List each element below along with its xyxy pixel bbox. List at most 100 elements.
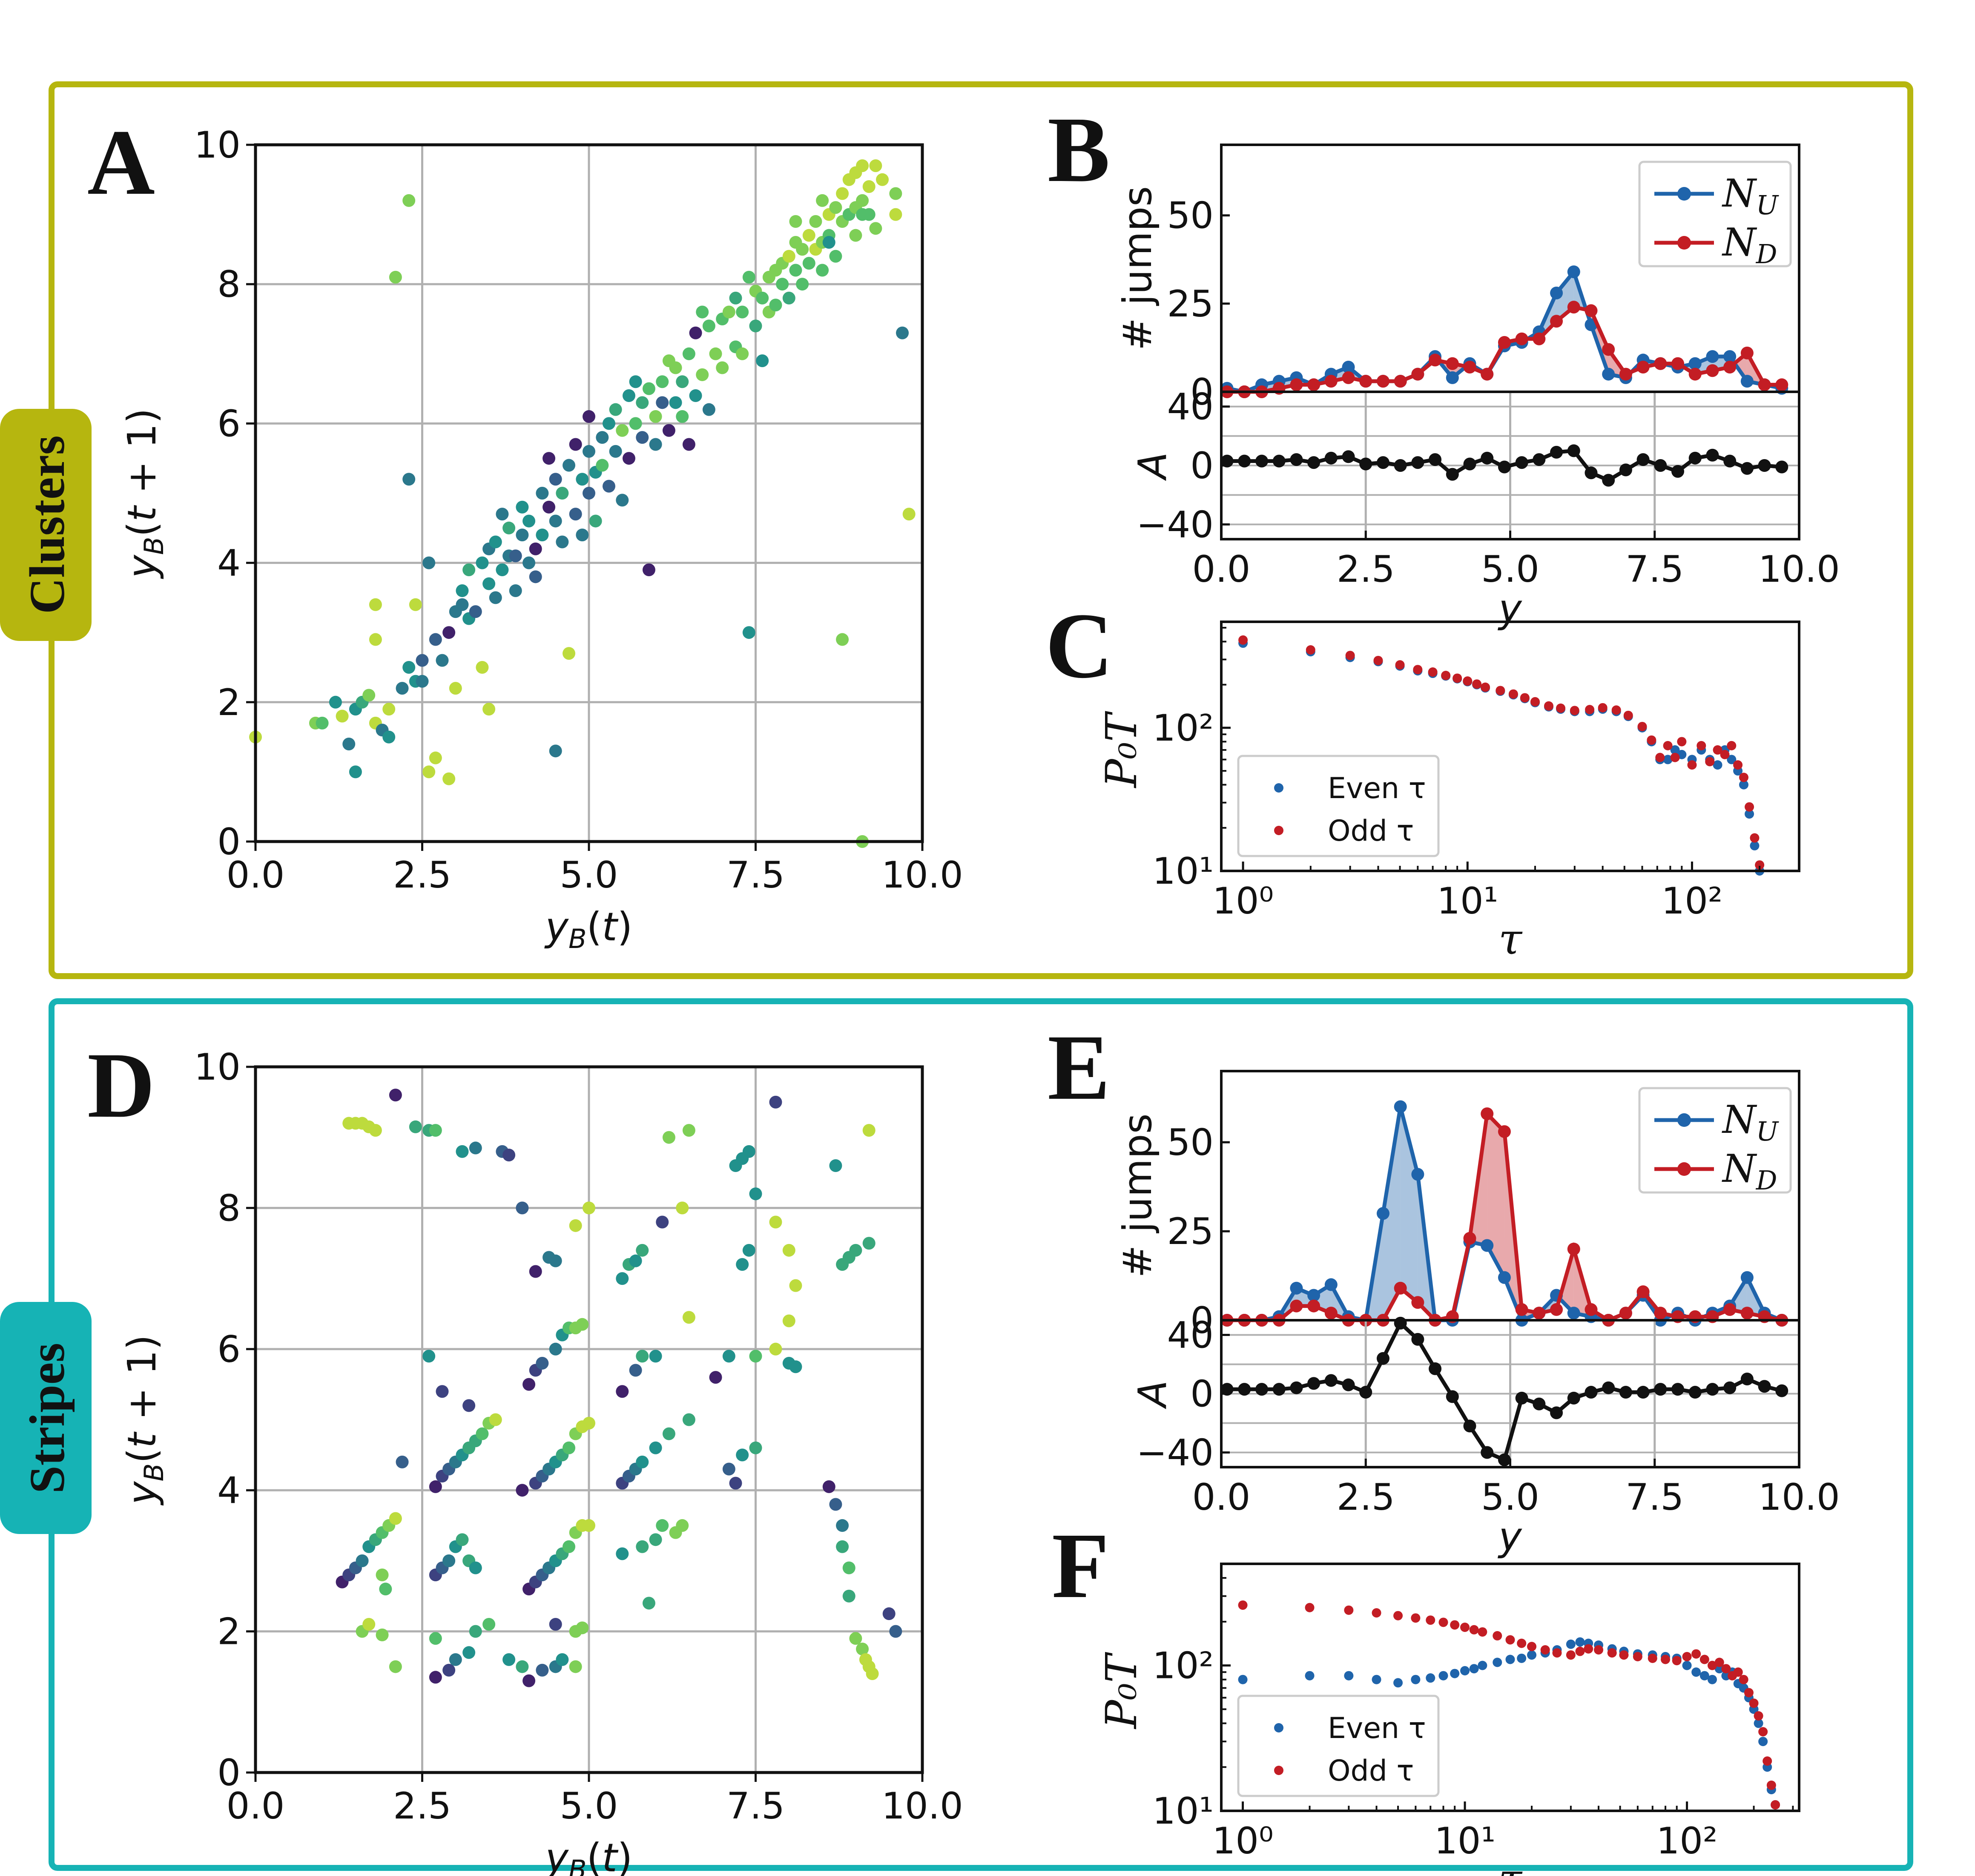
scatter-point [736, 305, 749, 319]
scatter-point [556, 487, 569, 500]
scatter-point [616, 1272, 629, 1285]
y-tick-label: 0 [1190, 1299, 1214, 1342]
x-tick-label: 10.0 [1758, 548, 1840, 591]
series-point [1238, 1600, 1248, 1610]
asymmetry-panel-e_a: 40 0 −400.0 2.5 5.0 7.5 10.0 Ay [1130, 1314, 1840, 1560]
legend-label-base: N [1722, 1146, 1757, 1191]
scatter-point [769, 299, 782, 312]
series-point [1324, 1278, 1338, 1291]
series-point [1493, 1658, 1502, 1667]
series-point [1428, 667, 1438, 677]
scatter-point [842, 1561, 855, 1574]
series-point [1342, 361, 1355, 373]
series-point [1520, 693, 1530, 703]
asymmetry-point [1567, 444, 1580, 457]
scatter-point [583, 487, 595, 500]
series-point [1498, 336, 1511, 349]
scatter-point [822, 236, 835, 249]
y-tick-label: −40 [1137, 1432, 1214, 1474]
stripes-side-label: Stripes [0, 1302, 92, 1534]
scatter-point [402, 473, 416, 486]
y-tick-label: 2 [217, 681, 241, 724]
series-point [1544, 701, 1553, 711]
series-point [1655, 753, 1665, 762]
series-point [1533, 332, 1546, 345]
scatter-point [563, 1441, 576, 1454]
asymmetry-point [1515, 1391, 1528, 1405]
asymmetry-point [1481, 451, 1494, 465]
y-tick-label: 40 [1167, 1314, 1214, 1357]
x-tick-label: 7.5 [1625, 548, 1684, 591]
scatter-point [449, 1653, 462, 1666]
y-tick-label: 0 [1190, 445, 1214, 487]
scatter-point [742, 1145, 755, 1158]
series-point [1754, 1711, 1763, 1721]
scatter-point [379, 1583, 392, 1596]
scatter-point [596, 431, 609, 444]
asymmetry-point [1602, 474, 1615, 487]
asymmetry-point [1446, 1390, 1459, 1403]
scatter-point [622, 389, 635, 402]
series-point [1566, 1639, 1576, 1649]
series-point [1469, 1664, 1479, 1674]
asymmetry-point [1636, 1386, 1650, 1399]
series-point [1517, 1653, 1527, 1663]
legend-marker [1274, 1766, 1283, 1775]
scatter-point [749, 1350, 762, 1363]
series-point [1682, 1661, 1692, 1670]
asymmetry-point [1723, 454, 1737, 468]
scatter-point [656, 1215, 669, 1229]
scatter-point [596, 459, 609, 472]
scatter-point [536, 1663, 549, 1677]
x-tick-label: 2.5 [393, 854, 451, 896]
scatter-point [402, 661, 416, 674]
series-point [1508, 689, 1518, 699]
series-point [1515, 332, 1528, 345]
series-point [1411, 1613, 1421, 1623]
series-point [1393, 1678, 1403, 1688]
scatter-point [543, 452, 556, 465]
asymmetry-point [1307, 456, 1320, 469]
scatter-point [629, 375, 642, 388]
series-point [1493, 1631, 1502, 1640]
scatter-point [816, 194, 829, 207]
series-point [1585, 1303, 1598, 1316]
asymmetry-point [1688, 1386, 1702, 1399]
series-point [1324, 375, 1338, 388]
series-point [1478, 1661, 1487, 1670]
asymmetry-point [1654, 459, 1667, 472]
series-point [1739, 780, 1748, 790]
scatter-point [836, 633, 849, 646]
scatter-point [669, 361, 682, 374]
series-point [1670, 753, 1680, 762]
scatter-point [869, 159, 882, 172]
scatter-point [396, 1455, 409, 1468]
x-tick-label: 10.0 [1758, 1476, 1840, 1519]
scatter-point [789, 1360, 802, 1373]
scatter-point [416, 675, 429, 688]
asymmetry-point [1533, 453, 1546, 466]
scatter-point [629, 1364, 642, 1377]
scatter-point [449, 682, 462, 695]
scatter-point [496, 508, 509, 521]
scatter-point [756, 354, 769, 368]
legend-label: Even τ [1328, 1712, 1426, 1745]
x-tick-label: 10² [1662, 880, 1723, 922]
y-tick-label: 25 [1167, 1210, 1214, 1253]
scatter-point [369, 1124, 382, 1137]
scatter-point [749, 1441, 762, 1454]
scatter-point [896, 326, 909, 339]
scatter-point [616, 1547, 629, 1560]
series-point [1733, 1667, 1743, 1677]
series-point [1713, 760, 1722, 770]
series-point [1733, 760, 1743, 770]
series-point [1505, 1655, 1515, 1664]
y-tick-label: 0 [1190, 371, 1214, 414]
series-point [1450, 1669, 1460, 1678]
scatter-point [856, 194, 869, 207]
x-tick-label: 10² [1656, 1820, 1718, 1862]
scatter-point [389, 1089, 402, 1102]
scatter-point [509, 584, 522, 598]
series-point [1745, 802, 1754, 812]
scatter-point [602, 480, 615, 493]
